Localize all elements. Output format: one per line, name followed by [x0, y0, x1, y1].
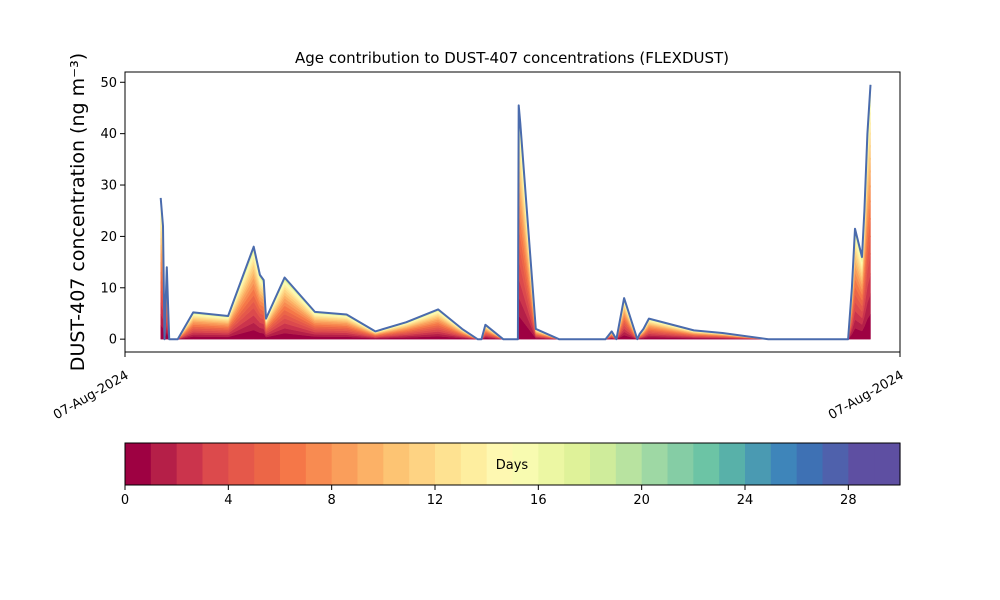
plot-frame [124, 71, 901, 353]
colorbar-cell [564, 443, 591, 485]
y-tick-label: 50 [100, 76, 117, 91]
colorbar-cell [409, 443, 436, 485]
colorbar-tick-label: 24 [737, 493, 754, 508]
colorbar-frame [124, 442, 901, 486]
age-band-area-19 [160, 86, 871, 340]
colorbar-cell [641, 443, 669, 485]
y-tick-label: 40 [100, 127, 117, 142]
age-band-area-11 [160, 132, 871, 340]
colorbar: Days 0 4 8 12 16 20 24 28 [121, 442, 901, 508]
colorbar-tick-label: 12 [427, 493, 444, 508]
colorbar-cell [383, 443, 410, 485]
age-band-area-12 [160, 122, 871, 340]
colorbar-tick-label: 20 [633, 493, 650, 508]
colorbar-tick-label: 16 [530, 493, 547, 508]
age-band-areas [160, 84, 871, 340]
colorbar-cell [486, 443, 514, 485]
colorbar-cell [150, 443, 178, 485]
age-band-area-14 [160, 104, 871, 340]
colorbar-cell [202, 443, 229, 485]
y-tick-label: 30 [100, 179, 117, 194]
colorbar-tick-label: 8 [328, 493, 336, 508]
colorbar-cell [796, 443, 824, 485]
age-band-area-10 [160, 145, 871, 340]
y-tick-label: 0 [109, 333, 117, 348]
colorbar-cell [719, 443, 746, 485]
x-axis: 07-Aug-2024 07-Aug-2024 [51, 352, 906, 423]
chart-title: Age contribution to DUST-407 concentrati… [295, 49, 729, 67]
colorbar-cell [538, 443, 565, 485]
colorbar-cell [176, 443, 204, 485]
age-band-area-20 [160, 84, 871, 340]
colorbar-tick-label: 4 [224, 493, 232, 508]
colorbar-cell [228, 443, 255, 485]
colorbar-cell [460, 443, 488, 485]
colorbar-tick-label: 28 [840, 493, 857, 508]
age-band-area-9 [160, 157, 871, 340]
colorbar-cell [331, 443, 359, 485]
colorbar-label: Days [496, 458, 529, 473]
age-band-area-16 [160, 94, 871, 340]
colorbar-cell [848, 443, 875, 485]
x-tick-label-end: 07-Aug-2024 [826, 368, 906, 423]
y-tick-label: 20 [100, 230, 117, 245]
age-band-area-13 [160, 112, 871, 340]
age-band-area-17 [160, 89, 871, 340]
colorbar-cell [874, 443, 901, 485]
y-axis: 0 10 20 30 40 50 [100, 76, 125, 348]
age-band-area-18 [160, 87, 871, 340]
colorbar-cell [693, 443, 720, 485]
colorbar-cell [667, 443, 694, 485]
colorbar-cell [590, 443, 617, 485]
y-tick-label: 10 [100, 281, 117, 296]
colorbar-cell [125, 443, 152, 485]
colorbar-cell [822, 443, 849, 485]
colorbar-cell [512, 443, 539, 485]
colorbar-cell [770, 443, 798, 485]
colorbar-cell [305, 443, 333, 485]
total-concentration-line [159, 84, 872, 341]
age-band-area-15 [160, 99, 871, 340]
colorbar-cell [357, 443, 384, 485]
x-tick-label-start: 07-Aug-2024 [51, 368, 131, 423]
colorbar-cell [745, 443, 772, 485]
y-axis-label: DUST-407 concentration (ng m⁻³) [67, 53, 89, 371]
colorbar-cell [280, 443, 307, 485]
colorbar-cell [435, 443, 462, 485]
colorbar-tick-label: 0 [121, 493, 129, 508]
colorbar-ticks: 0 4 8 12 16 20 24 28 [121, 485, 857, 508]
colorbar-cell [254, 443, 281, 485]
colorbar-cell [615, 443, 643, 485]
colorbar-cells [125, 443, 901, 485]
